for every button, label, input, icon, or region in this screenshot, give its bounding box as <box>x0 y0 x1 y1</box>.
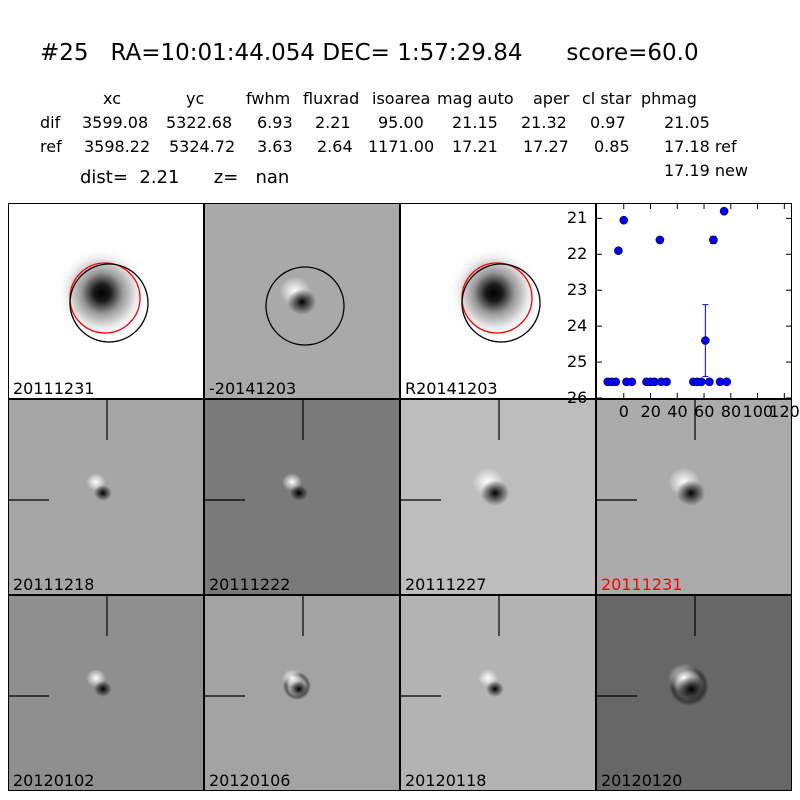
table-cell: 17.27 <box>523 137 569 156</box>
data-point <box>619 215 629 225</box>
column-header: fluxrad <box>303 89 360 108</box>
image-stamp: R20141203 <box>400 203 596 399</box>
stamp-date-label: 20111222 <box>209 575 291 594</box>
table-cell: 95.00 <box>378 113 424 132</box>
data-point <box>701 336 710 345</box>
stamp-date-label: 20120118 <box>405 771 487 790</box>
dist-line: dist= 2.21 z= nan <box>80 167 290 188</box>
row-label: dif <box>40 113 61 132</box>
stamp-image <box>205 400 399 594</box>
column-header: xc <box>103 89 121 108</box>
table-cell: 1171.00 <box>368 137 435 156</box>
table-cell: 0.97 <box>590 113 626 132</box>
table-cell: 17.18 ref <box>664 137 737 156</box>
column-header: aper <box>533 89 570 108</box>
image-stamp: 20111218 <box>8 399 204 595</box>
data-point <box>697 377 706 387</box>
image-stamp: 20111222 <box>204 399 400 595</box>
stamp-date-label: 20111231 <box>13 379 95 398</box>
table-cell: 21.32 <box>521 113 567 132</box>
data-point <box>719 206 729 216</box>
table-cell: 6.93 <box>257 113 293 132</box>
image-stamp: 20120118 <box>400 595 596 791</box>
column-header: isoarea <box>372 89 431 108</box>
column-header: phmag <box>641 89 697 108</box>
stamp-date-label: 20111227 <box>405 575 487 594</box>
stamp-image <box>401 400 595 594</box>
stamp-image <box>597 596 791 790</box>
column-header: yc <box>186 89 205 108</box>
stamp-image <box>205 596 399 790</box>
stamp-date-label: 20120106 <box>209 771 291 790</box>
stamp-date-label: -20141203 <box>209 379 297 398</box>
stamp-date-label: R20141203 <box>405 379 498 398</box>
phmag-new: 17.19 new <box>664 161 748 180</box>
x-tick-label: 80 <box>720 402 742 421</box>
y-tick-label: 22 <box>567 244 588 264</box>
table-cell: 21.05 <box>664 113 710 132</box>
column-header: fwhm <box>246 89 291 108</box>
stamp-date-label: 20120102 <box>13 771 95 790</box>
stamp-image <box>9 204 203 398</box>
stamp-image <box>401 204 595 398</box>
x-tick-label: 100 <box>742 402 774 421</box>
light-curve-svg <box>597 204 791 399</box>
page-title: #25 RA=10:01:44.054 DEC= 1:57:29.84 scor… <box>40 40 699 66</box>
data-point <box>662 377 671 387</box>
stamp-image <box>401 596 595 790</box>
y-tick-label: 23 <box>567 280 588 300</box>
stamp-image <box>9 596 203 790</box>
table-cell: 2.21 <box>315 113 351 132</box>
table-cell: 5322.68 <box>166 113 233 132</box>
table-cell: 0.85 <box>594 137 630 156</box>
data-point <box>655 235 665 245</box>
stamp-date-label: 20111218 <box>13 575 95 594</box>
table-cell: 5324.72 <box>169 137 236 156</box>
x-tick-label: 60 <box>694 402 715 421</box>
x-tick-label: 40 <box>667 402 688 421</box>
table-cell: 17.21 <box>452 137 498 156</box>
x-tick-label: 120 <box>769 402 800 421</box>
light-curve-plot: 21 22 23 24 25 26 0 20 40 60 80 100 120 <box>567 203 800 420</box>
table-cell: 3599.08 <box>82 113 149 132</box>
data-point <box>611 377 621 387</box>
y-tick-label: 24 <box>567 316 588 336</box>
image-stamp: 20111231 <box>596 399 792 595</box>
y-tick-label: 26 <box>567 388 588 407</box>
column-header: cl star <box>582 89 632 108</box>
x-tick-label: 0 <box>618 402 629 421</box>
row-label: ref <box>40 137 62 156</box>
stamp-image <box>9 400 203 594</box>
image-stamp: 20120120 <box>596 595 792 791</box>
x-tick-label: 20 <box>640 402 661 421</box>
data-point <box>722 377 732 387</box>
stamp-date-label: 20120120 <box>601 771 683 790</box>
data-point <box>705 377 714 387</box>
data-point <box>627 377 637 387</box>
stamp-date-label: 20111231 <box>601 575 683 594</box>
image-stamp: 20120106 <box>204 595 400 791</box>
table-cell: 2.64 <box>317 137 353 156</box>
table-cell: 21.15 <box>452 113 498 132</box>
y-tick-label: 25 <box>567 352 588 372</box>
y-tick-label: 21 <box>567 208 588 228</box>
table-cell: 3598.22 <box>84 137 151 156</box>
column-header: mag auto <box>437 89 514 108</box>
image-stamp: 20111227 <box>400 399 596 595</box>
image-stamp: 20120102 <box>8 595 204 791</box>
data-point <box>709 235 718 245</box>
image-stamp: 20111231 <box>8 203 204 399</box>
data-point <box>614 246 623 256</box>
table-cell: 3.63 <box>257 137 293 156</box>
stamp-image <box>597 400 791 594</box>
stamp-image <box>205 204 399 398</box>
image-stamp: -20141203 <box>204 203 400 399</box>
